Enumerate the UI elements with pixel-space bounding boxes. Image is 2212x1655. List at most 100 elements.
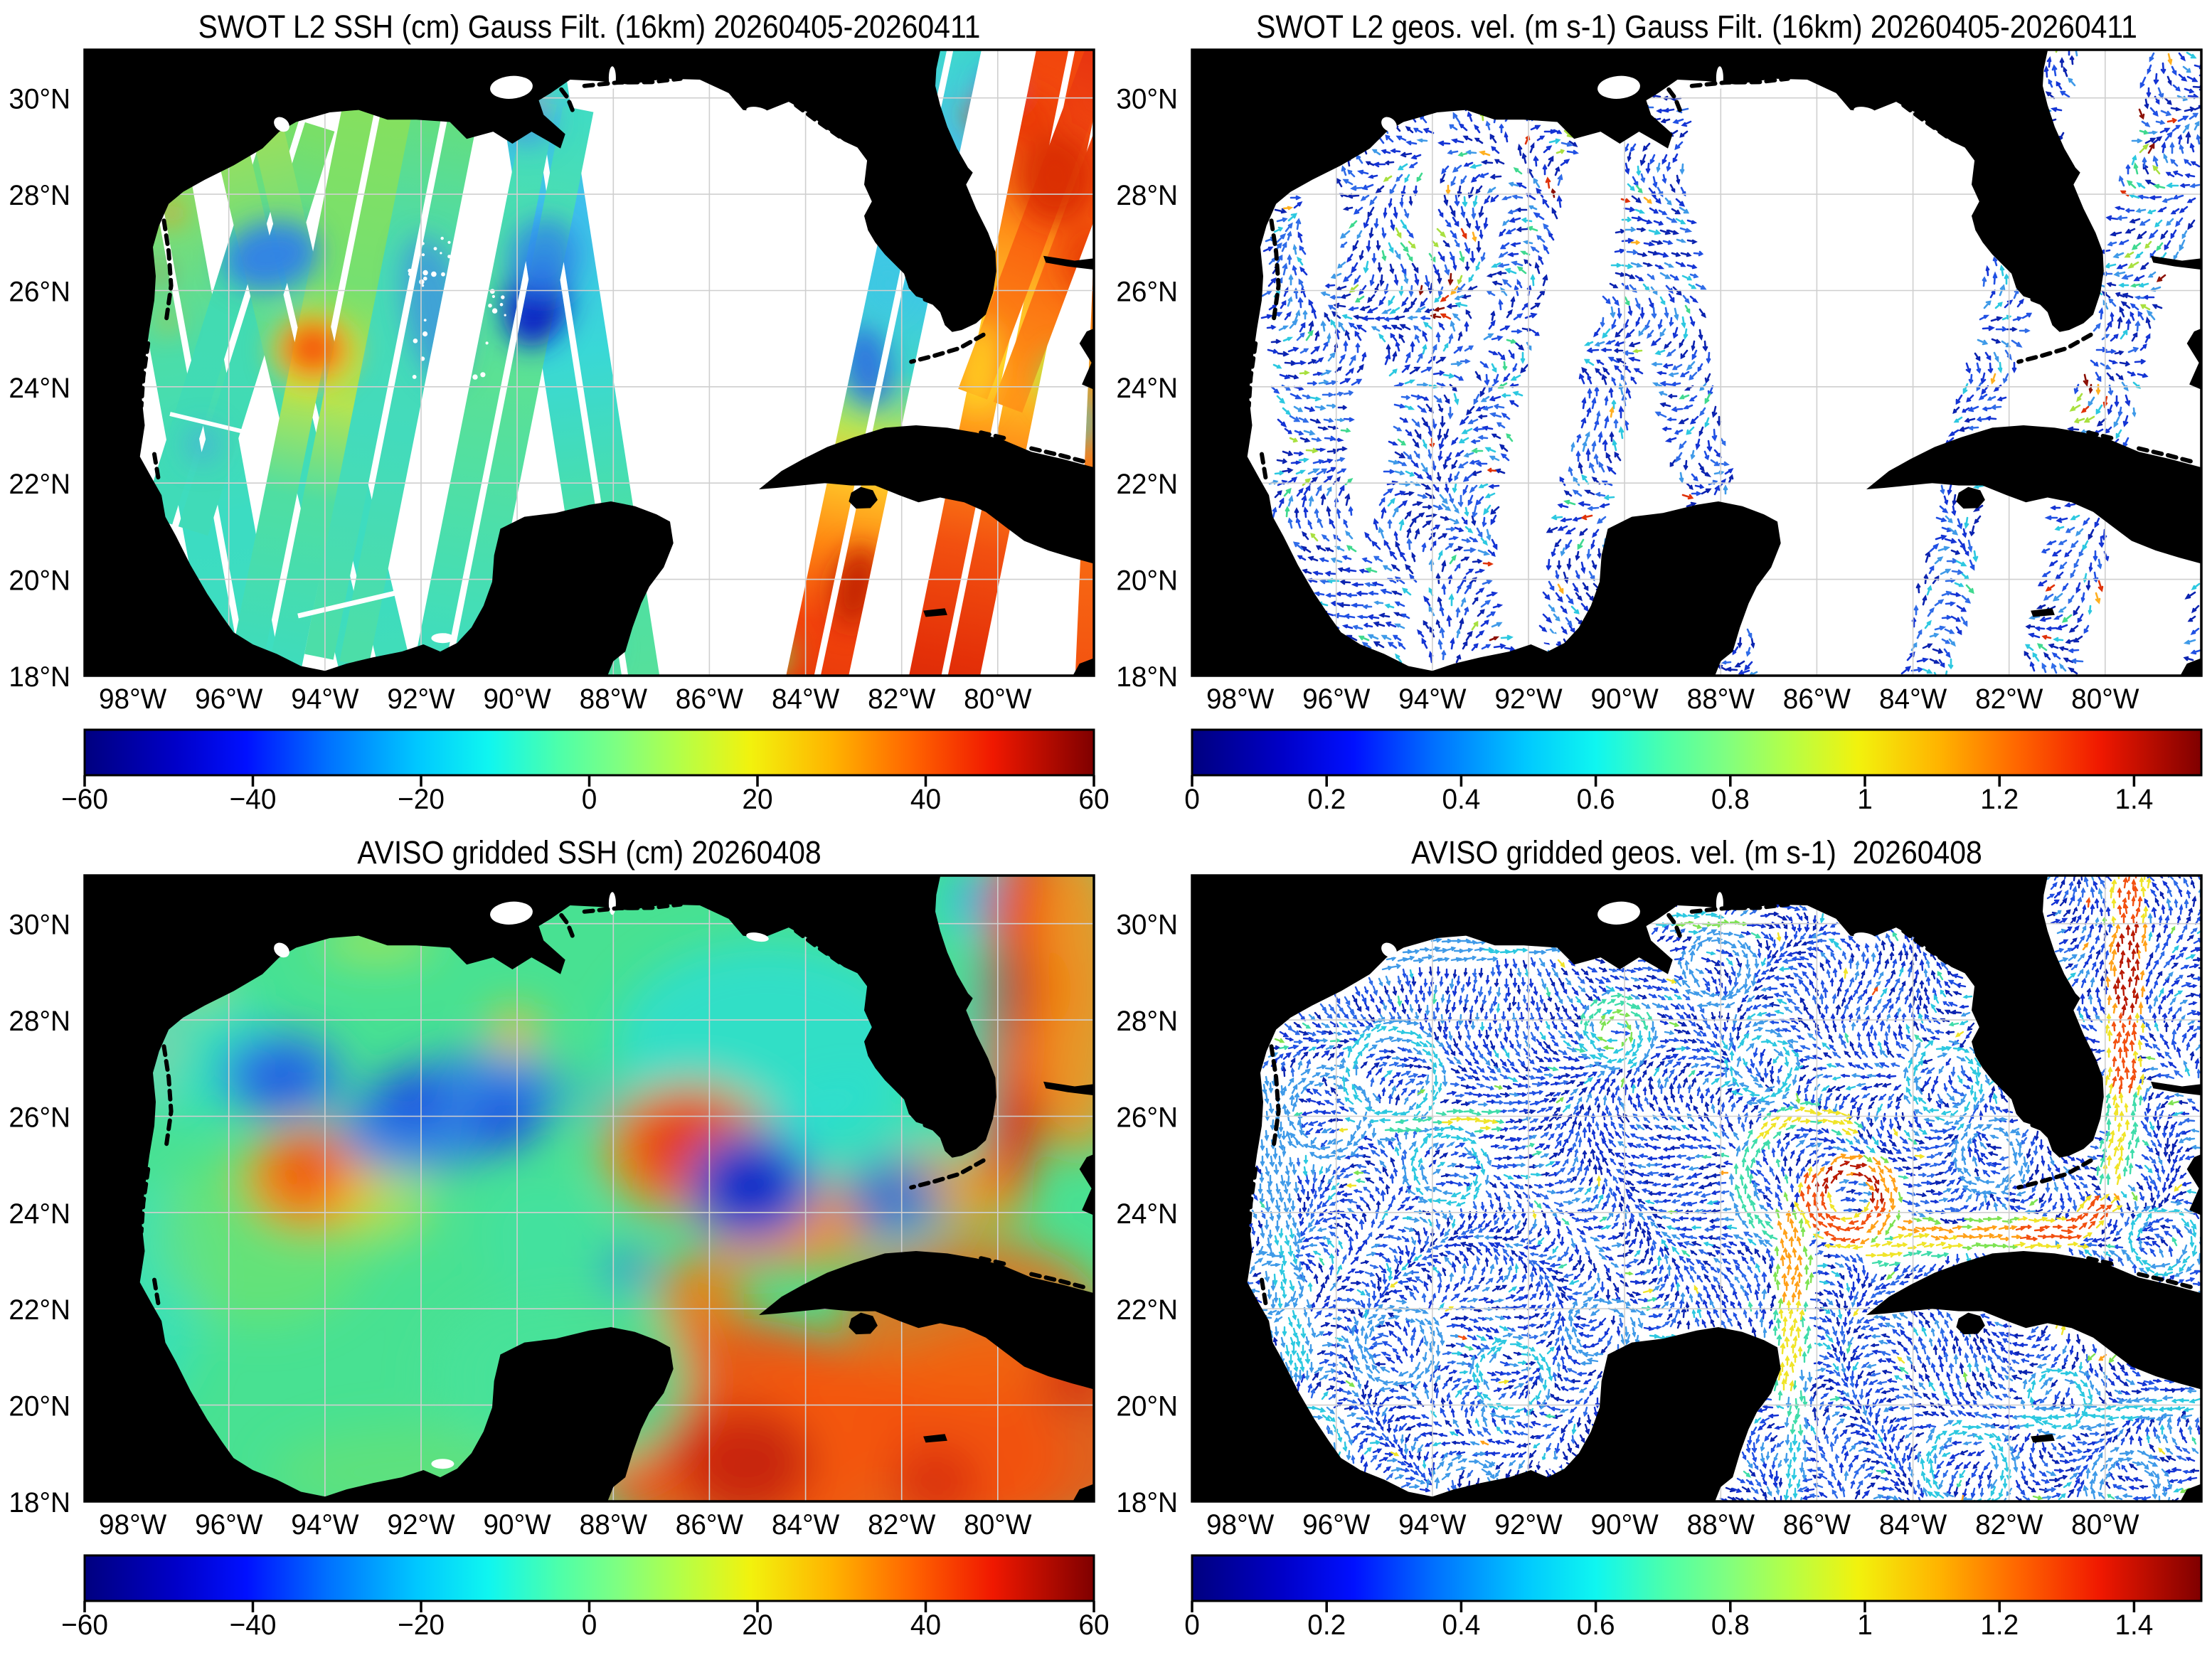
svg-text:0.2: 0.2	[1307, 783, 1346, 815]
svg-text:−60: −60	[61, 783, 108, 815]
svg-text:92°W: 92°W	[387, 683, 455, 715]
svg-text:18°N: 18°N	[9, 1486, 70, 1518]
svg-text:84°W: 84°W	[1879, 1508, 1947, 1540]
svg-text:98°W: 98°W	[1206, 1508, 1275, 1540]
svg-text:0.6: 0.6	[1577, 1609, 1615, 1641]
svg-text:26°N: 26°N	[1116, 1102, 1178, 1134]
svg-text:22°N: 22°N	[9, 1294, 70, 1326]
svg-text:80°W: 80°W	[2071, 683, 2139, 715]
svg-text:−60: −60	[61, 1609, 108, 1641]
svg-text:96°W: 96°W	[1302, 1508, 1371, 1540]
svg-text:22°N: 22°N	[1116, 1294, 1178, 1326]
svg-text:0: 0	[1184, 1609, 1200, 1641]
svg-text:SWOT L2 geos. vel. (m s-1) Gau: SWOT L2 geos. vel. (m s-1) Gauss Filt. (…	[1256, 9, 2137, 45]
svg-text:0.4: 0.4	[1442, 1609, 1480, 1641]
svg-text:90°W: 90°W	[1590, 1508, 1659, 1540]
svg-text:40: 40	[910, 1609, 941, 1641]
svg-text:88°W: 88°W	[580, 683, 648, 715]
svg-text:30°N: 30°N	[1116, 909, 1178, 941]
svg-text:24°N: 24°N	[9, 1198, 70, 1230]
svg-text:0.6: 0.6	[1577, 783, 1615, 815]
svg-text:SWOT L2 SSH (cm) Gauss Filt. (: SWOT L2 SSH (cm) Gauss Filt. (16km) 2026…	[198, 9, 981, 45]
svg-text:94°W: 94°W	[1398, 683, 1467, 715]
svg-text:28°N: 28°N	[1116, 180, 1178, 212]
svg-text:−20: −20	[398, 1609, 445, 1641]
svg-text:92°W: 92°W	[1494, 1508, 1563, 1540]
svg-text:88°W: 88°W	[580, 1508, 648, 1540]
svg-text:0.8: 0.8	[1711, 783, 1750, 815]
svg-text:18°N: 18°N	[1116, 1486, 1178, 1518]
svg-text:84°W: 84°W	[772, 683, 840, 715]
svg-text:30°N: 30°N	[1116, 83, 1178, 115]
svg-text:24°N: 24°N	[1116, 372, 1178, 404]
svg-text:96°W: 96°W	[195, 683, 263, 715]
svg-text:82°W: 82°W	[868, 1508, 936, 1540]
svg-text:94°W: 94°W	[291, 1508, 359, 1540]
svg-text:24°N: 24°N	[9, 372, 70, 404]
svg-text:24°N: 24°N	[1116, 1198, 1178, 1230]
svg-text:0.4: 0.4	[1442, 783, 1480, 815]
svg-text:96°W: 96°W	[195, 1508, 263, 1540]
svg-text:1: 1	[1857, 783, 1873, 815]
svg-text:20°N: 20°N	[9, 565, 70, 597]
svg-text:82°W: 82°W	[1975, 683, 2043, 715]
svg-text:90°W: 90°W	[483, 683, 551, 715]
svg-text:94°W: 94°W	[291, 683, 359, 715]
svg-text:98°W: 98°W	[1206, 683, 1275, 715]
svg-text:20: 20	[742, 1609, 772, 1641]
svg-text:86°W: 86°W	[1783, 683, 1851, 715]
svg-text:98°W: 98°W	[99, 683, 167, 715]
svg-text:80°W: 80°W	[964, 1508, 1032, 1540]
svg-text:86°W: 86°W	[1783, 1508, 1851, 1540]
svg-text:0: 0	[582, 1609, 597, 1641]
svg-text:80°W: 80°W	[2071, 1508, 2139, 1540]
svg-text:90°W: 90°W	[483, 1508, 551, 1540]
svg-text:22°N: 22°N	[9, 469, 70, 501]
svg-text:84°W: 84°W	[772, 1508, 840, 1540]
svg-text:26°N: 26°N	[1116, 276, 1178, 308]
svg-text:28°N: 28°N	[1116, 1006, 1178, 1038]
svg-text:80°W: 80°W	[964, 683, 1032, 715]
svg-text:40: 40	[910, 783, 941, 815]
svg-text:0.2: 0.2	[1307, 1609, 1346, 1641]
svg-text:60: 60	[1078, 783, 1109, 815]
svg-text:1: 1	[1857, 1609, 1873, 1641]
svg-text:1.4: 1.4	[2115, 1609, 2153, 1641]
svg-text:18°N: 18°N	[1116, 661, 1178, 693]
svg-text:−40: −40	[230, 1609, 277, 1641]
svg-text:1.4: 1.4	[2115, 783, 2153, 815]
svg-text:30°N: 30°N	[9, 909, 70, 941]
svg-text:0.8: 0.8	[1711, 1609, 1750, 1641]
svg-text:94°W: 94°W	[1398, 1508, 1467, 1540]
svg-text:82°W: 82°W	[1975, 1508, 2043, 1540]
svg-text:1.2: 1.2	[1980, 1609, 2019, 1641]
svg-text:26°N: 26°N	[9, 276, 70, 308]
svg-text:20°N: 20°N	[1116, 1390, 1178, 1422]
svg-text:90°W: 90°W	[1590, 683, 1659, 715]
svg-text:86°W: 86°W	[676, 1508, 744, 1540]
svg-text:0: 0	[1184, 783, 1200, 815]
svg-text:AVISO gridded SSH (cm) 2026040: AVISO gridded SSH (cm) 20260408	[357, 835, 821, 871]
svg-text:18°N: 18°N	[9, 661, 70, 693]
svg-text:92°W: 92°W	[1494, 683, 1563, 715]
svg-text:82°W: 82°W	[868, 683, 936, 715]
svg-text:22°N: 22°N	[1116, 469, 1178, 501]
svg-text:60: 60	[1078, 1609, 1109, 1641]
svg-text:20: 20	[742, 783, 772, 815]
svg-text:96°W: 96°W	[1302, 683, 1371, 715]
svg-text:0: 0	[582, 783, 597, 815]
svg-text:−20: −20	[398, 783, 445, 815]
svg-text:88°W: 88°W	[1687, 1508, 1755, 1540]
svg-text:84°W: 84°W	[1879, 683, 1947, 715]
svg-text:30°N: 30°N	[9, 83, 70, 115]
svg-text:20°N: 20°N	[9, 1390, 70, 1422]
svg-text:86°W: 86°W	[676, 683, 744, 715]
svg-text:−40: −40	[230, 783, 277, 815]
svg-text:98°W: 98°W	[99, 1508, 167, 1540]
svg-text:92°W: 92°W	[387, 1508, 455, 1540]
svg-text:20°N: 20°N	[1116, 565, 1178, 597]
svg-text:1.2: 1.2	[1980, 783, 2019, 815]
svg-text:28°N: 28°N	[9, 1006, 70, 1038]
svg-text:26°N: 26°N	[9, 1102, 70, 1134]
svg-text:AVISO gridded geos. vel. (m s-: AVISO gridded geos. vel. (m s-1) 2026040…	[1411, 835, 1982, 871]
